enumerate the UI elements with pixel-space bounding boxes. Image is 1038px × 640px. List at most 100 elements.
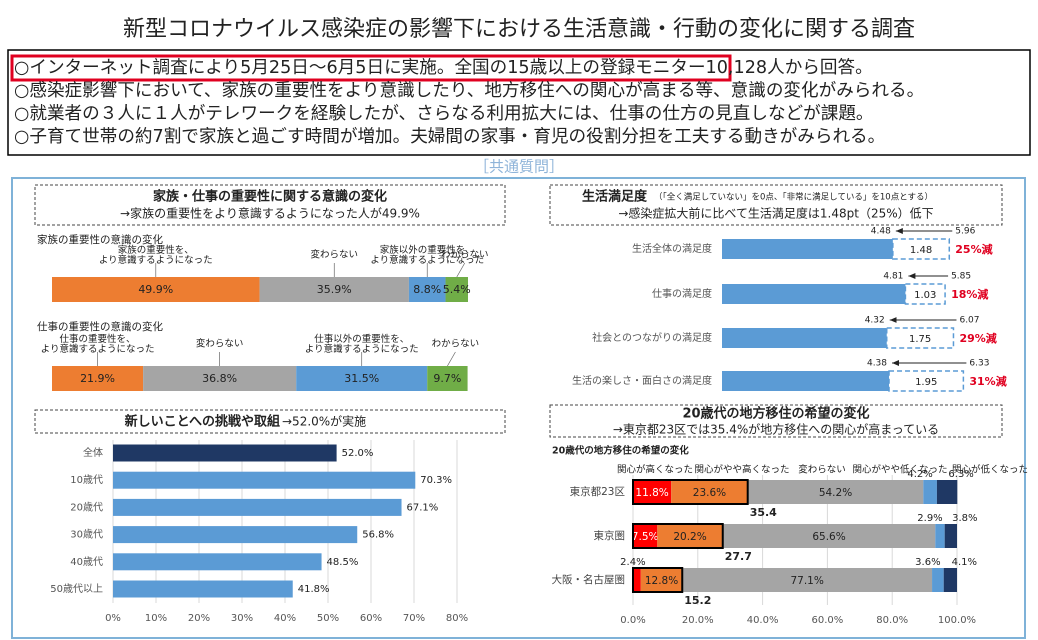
highlight-box: [632, 479, 749, 505]
before-box: [892, 238, 951, 260]
bar: [113, 471, 416, 489]
segment-label: 家族以外の重要性を、より意識するようになった: [370, 243, 484, 265]
panel-subtitle: →東京都23区では35.4%が地方移住への関心が高まっている: [613, 422, 939, 437]
value-label: 4.2%: [907, 469, 932, 480]
legend-label: 関心が高くなった: [617, 464, 693, 476]
current-label: 4.32: [865, 316, 885, 326]
x-tick-label: 80.0%: [876, 615, 908, 626]
legend-label: 関心がやや高くなった: [694, 464, 789, 476]
bar-segment: [633, 524, 658, 548]
value-label: 12.8%: [645, 575, 678, 587]
value-label: 11.8%: [635, 487, 668, 499]
difference-label: 1.48: [910, 245, 932, 256]
value-label: 48.5%: [327, 557, 359, 568]
legend-label: 関心がやや低くなった: [852, 464, 947, 476]
bar-segment: [52, 366, 144, 391]
panel-note: （「全く満足していない」を0点、「非常に満足している」を10点とする）: [654, 192, 933, 203]
value-label: 52.0%: [342, 448, 374, 459]
change-label: 29%減: [959, 331, 996, 345]
bar-segment: [682, 568, 933, 592]
segment-label: 仕事以外の重要性を、より意識するようになった: [305, 332, 419, 354]
bar: [722, 239, 893, 259]
bar-segment: [633, 480, 672, 504]
x-tick-label: 60%: [360, 613, 382, 624]
value-label: 20.2%: [673, 531, 706, 543]
panel-title: 生活満足度: [582, 189, 648, 205]
bar: [113, 498, 402, 516]
panel-subtitle: →感染症拡大前に比べて生活満足度は1.48pt（25%）低下: [618, 206, 933, 221]
x-tick-label: 80%: [446, 613, 468, 624]
bar-segment: [671, 480, 748, 504]
bar-title: 仕事の重要性の意識の変化: [37, 320, 163, 333]
summary-box: [7, 49, 1031, 156]
category-label: 30歳代: [70, 529, 103, 541]
bar-segment: [722, 524, 936, 548]
category-label: 仕事の満足度: [652, 287, 712, 300]
bar-segment: [640, 568, 683, 592]
x-tick-label: 0%: [105, 613, 121, 624]
chart-title: 20歳代の地方移住の希望の変化: [552, 445, 689, 457]
segment-label: 仕事の重要性を、より意識するようになった: [41, 332, 155, 354]
bar-segment: [935, 524, 945, 548]
bar-segment: [259, 277, 409, 302]
category-label: 東京圏: [594, 529, 626, 542]
bar-segment: [943, 568, 957, 592]
segment-label: 変わらない: [196, 338, 244, 350]
leader-line: [447, 351, 456, 367]
value-label: 9.7%: [433, 372, 461, 385]
bar: [722, 371, 890, 391]
current-label: 4.48: [871, 227, 891, 237]
bar-segment: [923, 480, 937, 504]
value-label: 4.1%: [952, 557, 977, 568]
value-label: 41.8%: [298, 584, 330, 595]
x-tick-label: 50%: [317, 613, 339, 624]
difference-label: 1.75: [909, 334, 931, 345]
value-label: 6.3%: [948, 469, 973, 480]
category-label: 大阪・名古屋圏: [552, 573, 626, 586]
value-label: 23.6%: [693, 487, 726, 499]
value-label: 35.9%: [317, 283, 352, 296]
panel-title: 20歳代の地方移住の希望の変化: [682, 406, 869, 422]
x-tick-label: 20%: [188, 613, 210, 624]
title-box: [549, 184, 1003, 226]
panel-subtitle: →家族の重要性をより意識するようになった人が49.9%: [120, 206, 420, 221]
bar-segment: [427, 366, 468, 391]
value-label: 70.3%: [420, 475, 452, 486]
before-label: 6.07: [959, 316, 979, 326]
slide-title: 新型コロナウイルス感染症の影響下における生活意識・行動の変化に関する調査: [123, 17, 915, 42]
segment-label: 変わらない: [310, 249, 358, 261]
total-label: 15.2: [684, 594, 711, 607]
leader-line: [456, 262, 466, 278]
x-tick-label: 10%: [145, 613, 167, 624]
bar-segment: [657, 524, 723, 548]
category-label: 生活の楽しさ・面白さの満足度: [572, 374, 712, 387]
value-label: 31.5%: [344, 372, 379, 385]
value-label: 5.4%: [443, 283, 471, 296]
value-label: 65.6%: [812, 531, 845, 543]
value-label: 54.2%: [819, 487, 852, 499]
bar-segment: [944, 524, 957, 548]
segment-label: わからない: [441, 250, 489, 261]
summary-line: ○インターネット調査により5月25日～6月5日に実施。全国の15歳以上の登録モニ…: [14, 58, 873, 78]
legend-label: 変わらない: [798, 464, 846, 476]
before-box: [885, 327, 955, 349]
before-box: [888, 370, 965, 392]
bar: [722, 328, 887, 348]
change-label: 31%減: [969, 374, 1006, 388]
bar-segment: [936, 480, 958, 504]
x-tick-label: 20.0%: [682, 615, 714, 626]
difference-label: 1.95: [915, 377, 937, 388]
title-box: [34, 184, 506, 226]
bar: [722, 284, 906, 304]
category-label: 生活全体の満足度: [632, 242, 712, 255]
highlight-box: [632, 567, 684, 593]
category-label: 東京都23区: [570, 485, 625, 498]
before-label: 5.96: [955, 227, 975, 237]
current-label: 4.81: [883, 272, 903, 282]
value-label: 21.9%: [80, 372, 115, 385]
category-label: 20歳代: [70, 501, 103, 513]
value-label: 56.8%: [362, 530, 394, 541]
x-tick-label: 100.0%: [938, 615, 976, 626]
bar: [113, 580, 293, 598]
